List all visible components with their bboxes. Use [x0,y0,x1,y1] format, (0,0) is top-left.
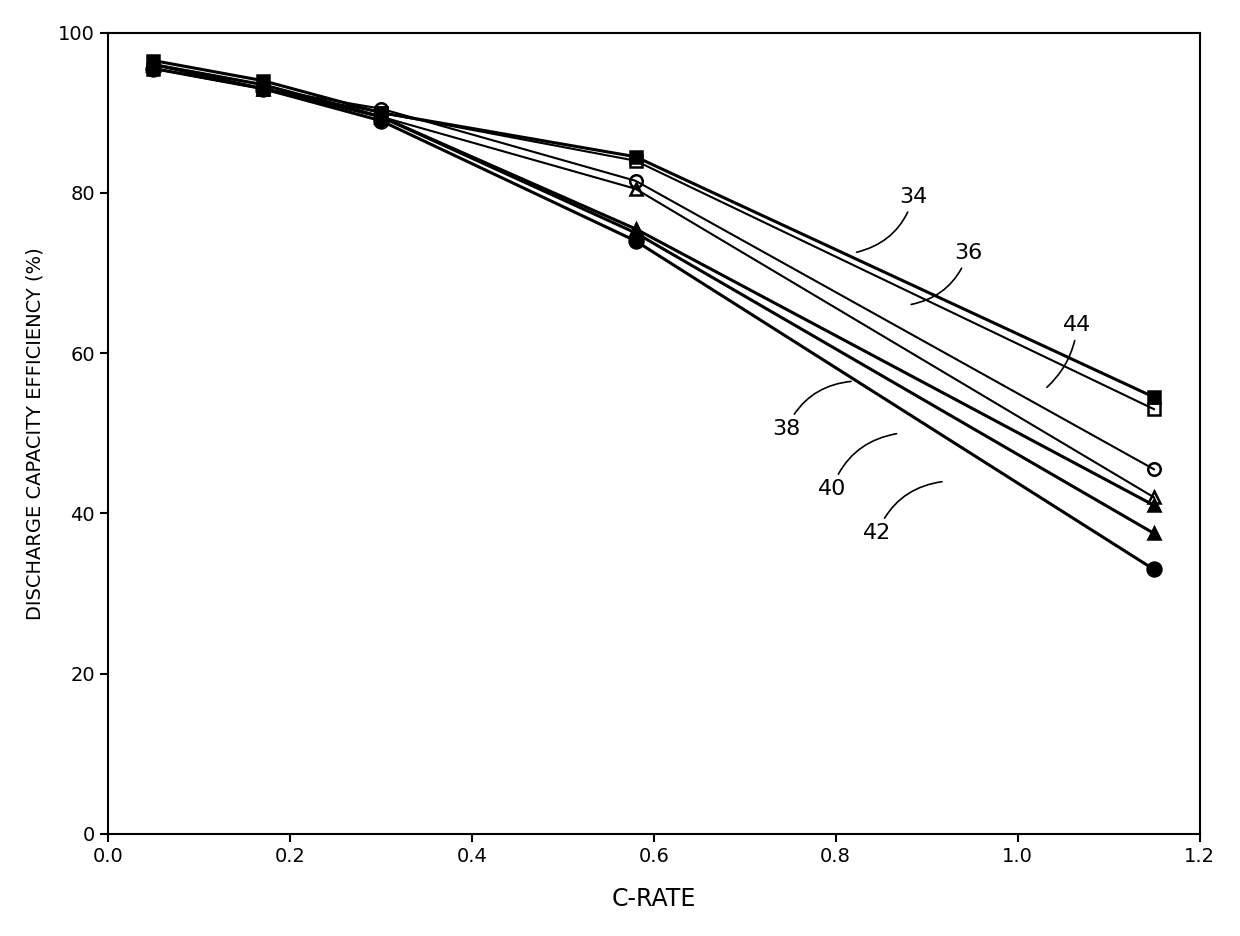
Text: 34: 34 [857,187,928,253]
Text: 36: 36 [911,243,982,304]
X-axis label: C-RATE: C-RATE [611,887,696,911]
Text: 44: 44 [1047,315,1091,388]
Y-axis label: DISCHARGE CAPACITY EFFICIENCY (%): DISCHARGE CAPACITY EFFICIENCY (%) [25,247,43,620]
Text: 40: 40 [817,433,897,499]
Text: 42: 42 [863,482,942,544]
Text: 38: 38 [773,381,851,439]
